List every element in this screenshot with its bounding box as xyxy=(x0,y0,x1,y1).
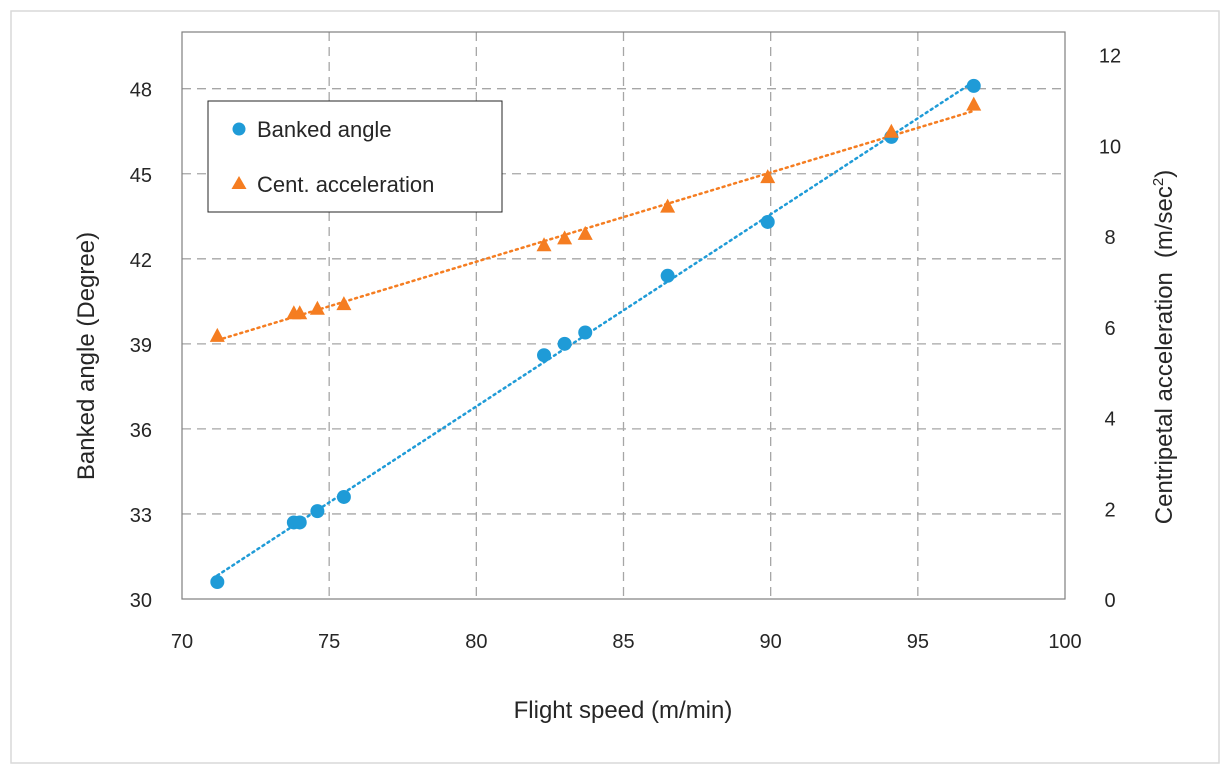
banked-angle-point-2 xyxy=(292,515,307,530)
y2-tick-labels: 0 2 4 6 8 10 12 xyxy=(1099,46,1121,612)
banked-angle-point-8 xyxy=(660,268,675,283)
y2-tick-label-0: 0 xyxy=(1104,590,1115,612)
x-tick-label-90: 90 xyxy=(760,631,782,653)
y-axis-title: Banked angle (Degree) xyxy=(73,232,100,480)
cent-acceleration-point-11 xyxy=(966,96,982,111)
cent-acceleration-point-3 xyxy=(309,300,325,315)
plot-area-border xyxy=(181,31,1066,600)
y-tick-label-45: 45 xyxy=(130,165,152,187)
y2-tick-label-10: 10 xyxy=(1099,136,1121,158)
legend-label-banked-angle: Banked angle xyxy=(257,117,392,142)
cent-acceleration-point-5 xyxy=(536,237,552,252)
y-tick-label-48: 48 xyxy=(130,80,152,102)
y2-tick-label-12: 12 xyxy=(1099,46,1121,68)
y-tick-label-33: 33 xyxy=(130,505,152,527)
banked-angle-point-11 xyxy=(966,78,981,93)
x-tick-label-80: 80 xyxy=(465,631,487,653)
cent-acceleration-point-6 xyxy=(557,230,573,245)
cent-acceleration-point-4 xyxy=(336,296,352,311)
legend-marker-banked-angle xyxy=(232,122,246,136)
x-tick-label-95: 95 xyxy=(907,631,929,653)
x-tick-label-70: 70 xyxy=(171,631,193,653)
banked-angle-point-6 xyxy=(557,336,572,351)
y2-axis-title-sup: 2 xyxy=(1150,178,1167,186)
banked-angle-point-4 xyxy=(336,489,351,504)
banked-angle-point-3 xyxy=(310,504,325,519)
legend-marker-cent-acceleration xyxy=(231,176,247,189)
y2-tick-label-6: 6 xyxy=(1104,318,1115,340)
banked-angle-point-5 xyxy=(537,348,552,363)
x-tick-labels: 70 75 80 85 90 95 100 xyxy=(171,631,1082,653)
y2-axis-title: Centripetal acceleration (m/sec2) xyxy=(1150,170,1178,524)
legend: Banked angle Cent. acceleration xyxy=(207,100,503,213)
y2-axis-title-unit: (m/sec xyxy=(1151,186,1178,258)
y-tick-label-36: 36 xyxy=(130,420,152,442)
cent-acceleration-point-10 xyxy=(883,123,899,138)
cent-acceleration-point-9 xyxy=(760,169,776,184)
legend-label-cent-acceleration: Cent. acceleration xyxy=(257,172,434,197)
y-tick-label-42: 42 xyxy=(130,250,152,272)
y-tick-label-39: 39 xyxy=(130,335,152,357)
cent-acceleration-point-0 xyxy=(209,327,225,342)
data-markers xyxy=(209,78,982,589)
y-tick-label-30: 30 xyxy=(130,590,152,612)
cent-acceleration-point-7 xyxy=(577,225,593,240)
banked-angle-point-7 xyxy=(578,325,593,340)
x-tick-label-75: 75 xyxy=(318,631,340,653)
legend-box xyxy=(207,100,503,213)
x-tick-label-85: 85 xyxy=(612,631,634,653)
cent-acceleration-point-2 xyxy=(292,305,308,320)
y2-tick-label-8: 8 xyxy=(1104,227,1115,249)
banked-angle-point-0 xyxy=(210,574,225,589)
x-tick-label-100: 100 xyxy=(1048,631,1081,653)
banked-angle-point-9 xyxy=(760,214,775,229)
y2-tick-label-2: 2 xyxy=(1104,499,1115,521)
y2-axis-title-name: Centripetal acceleration xyxy=(1151,272,1178,524)
x-axis-title: Flight speed (m/min) xyxy=(514,697,733,724)
y2-tick-label-4: 4 xyxy=(1104,409,1115,431)
cent-acceleration-point-8 xyxy=(660,198,676,213)
y2-axis-title-close: ) xyxy=(1151,170,1178,178)
y-tick-labels: 30 33 36 39 42 45 48 xyxy=(130,80,152,612)
